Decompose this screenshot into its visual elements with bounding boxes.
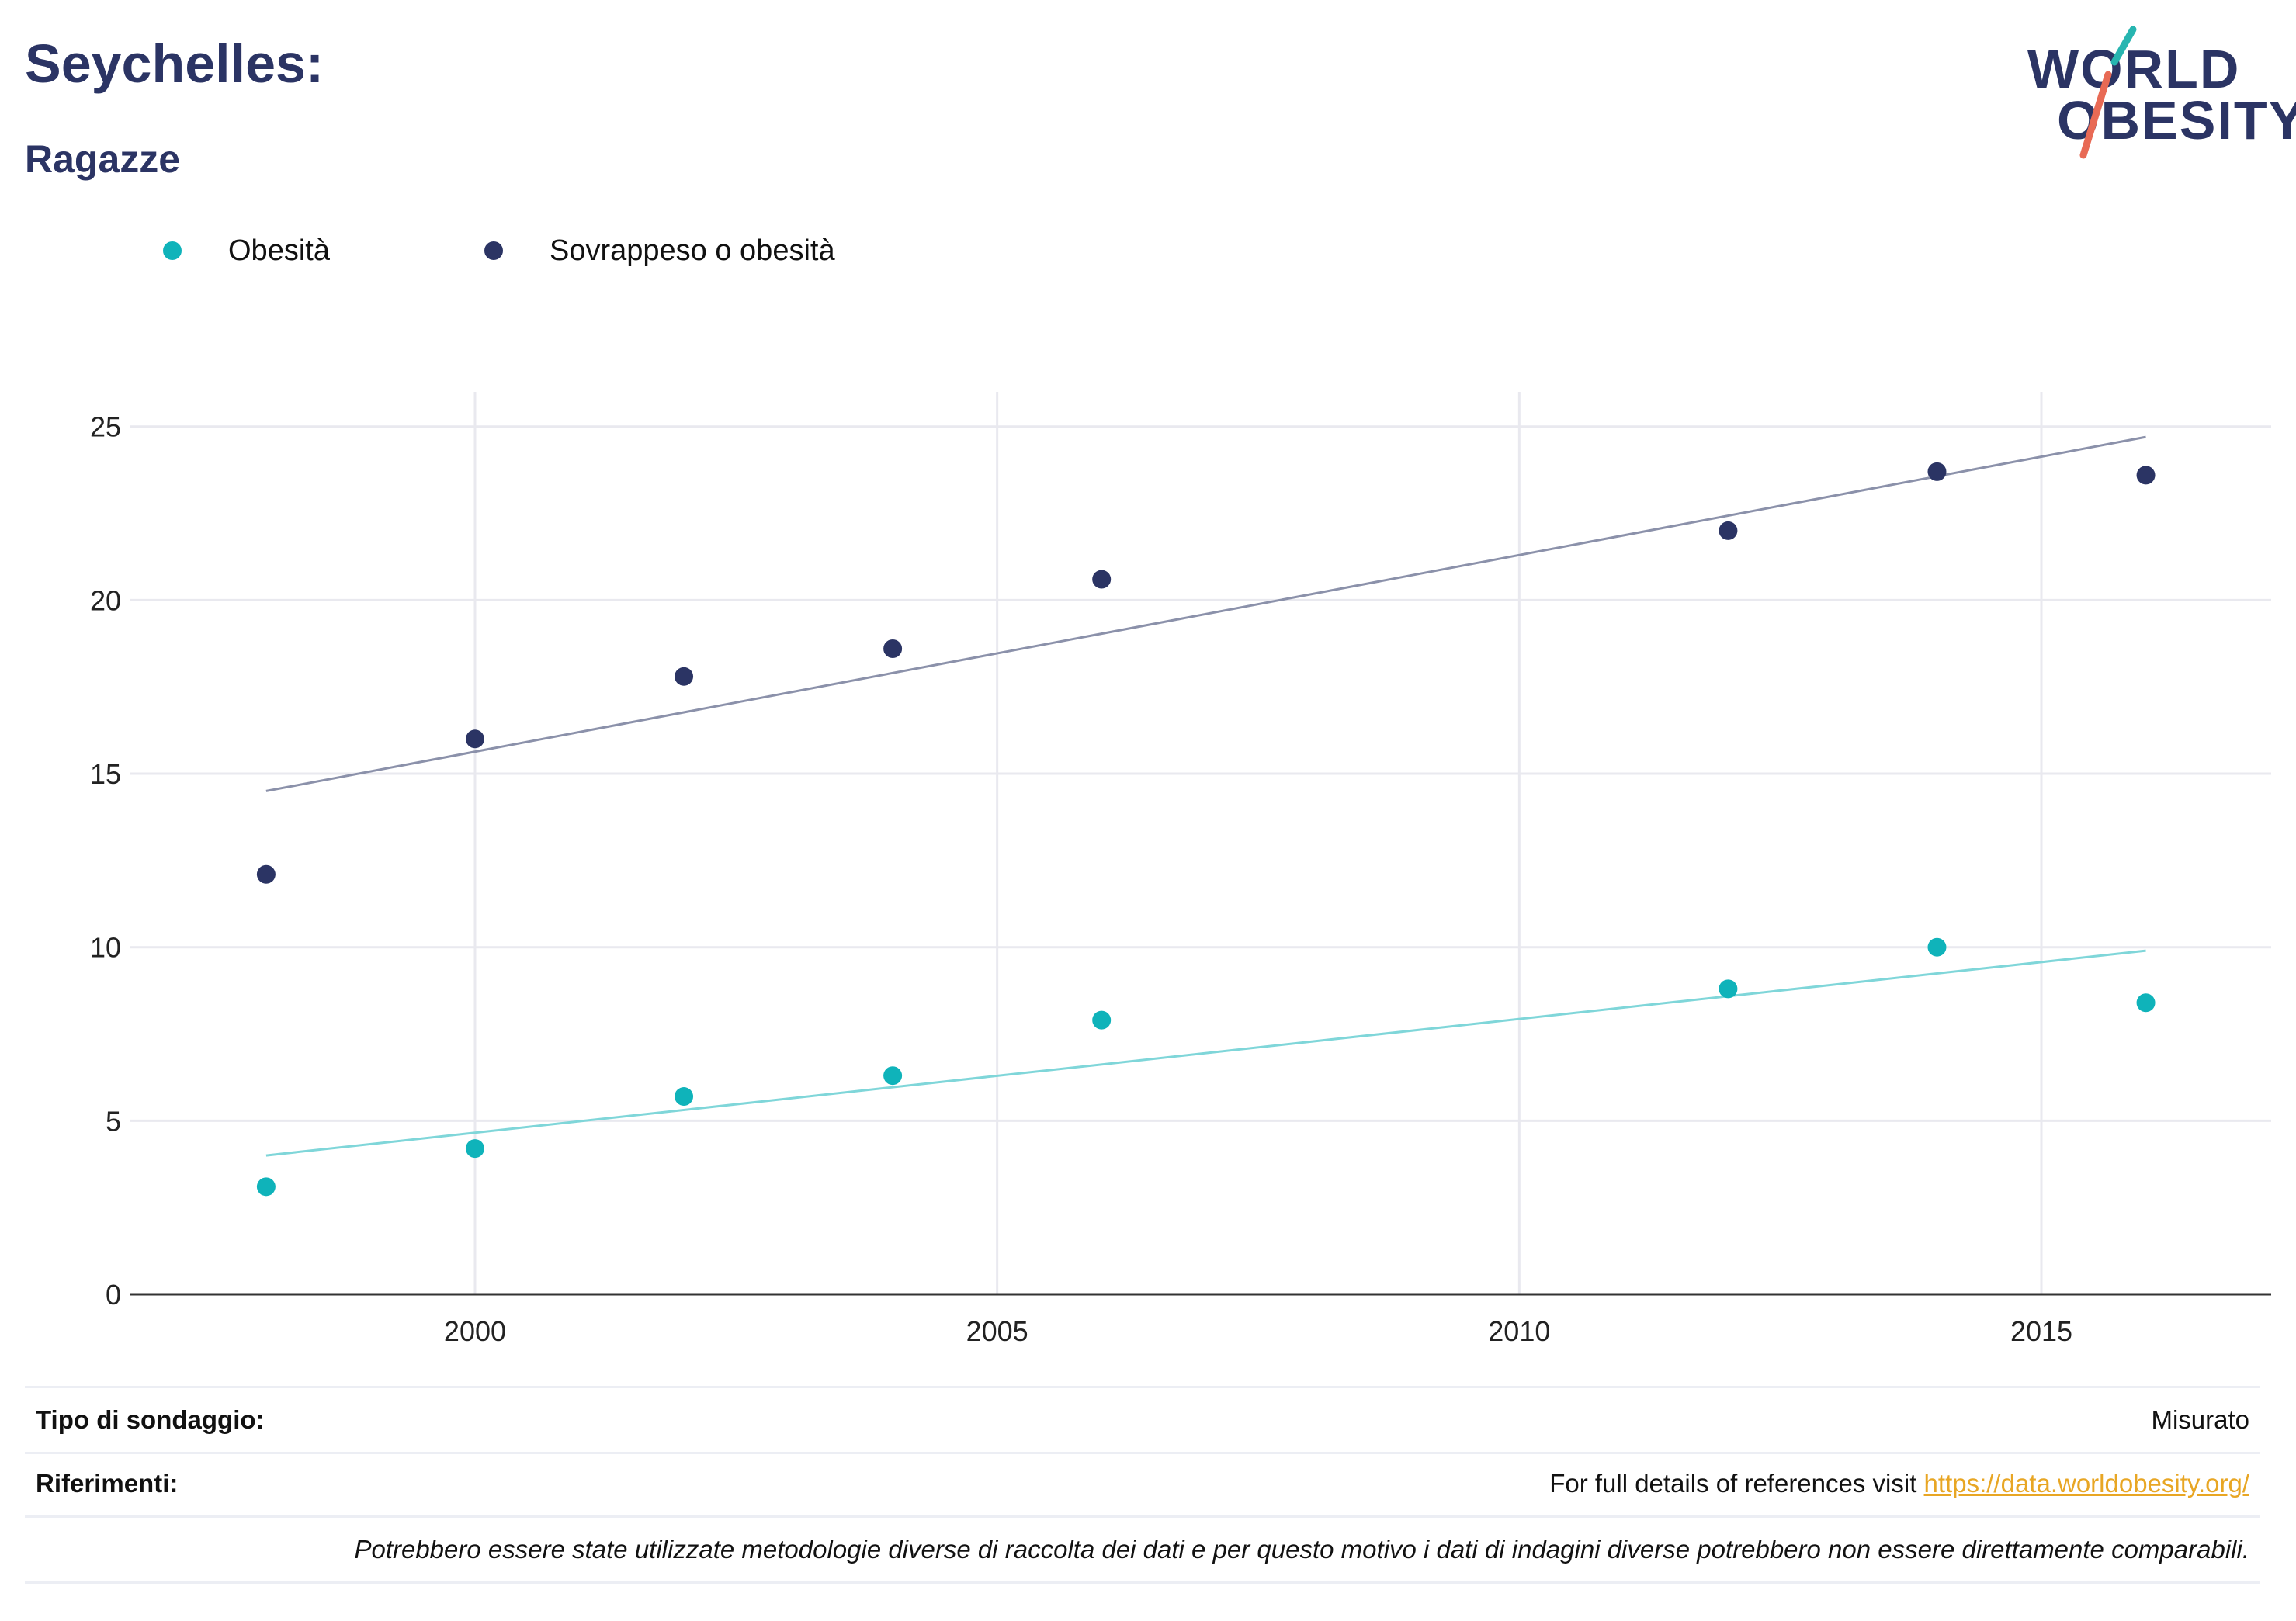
data-point xyxy=(675,667,694,686)
legend-marker-obesita xyxy=(163,241,182,260)
x-tick-label: 2005 xyxy=(966,1315,1028,1347)
trendline xyxy=(265,435,2146,792)
data-point xyxy=(465,1139,484,1159)
world-obesity-logo: WORLD OBESITY xyxy=(2018,22,2296,169)
references-link[interactable]: https://data.worldobesity.org/ xyxy=(1923,1469,2249,1498)
logo-text-line1: WORLD xyxy=(2027,39,2241,99)
methodology-note: Potrebbero essere state utilizzate metod… xyxy=(354,1535,2249,1564)
page-title: Seychelles: xyxy=(25,33,324,94)
data-point xyxy=(1719,521,1738,540)
survey-type-value: Misurato xyxy=(2151,1405,2249,1434)
page-subtitle: Ragazze xyxy=(25,137,181,181)
x-tick-label: 2010 xyxy=(1488,1315,1550,1347)
data-point xyxy=(256,864,276,884)
references-text: For full details of references visit xyxy=(1549,1469,1924,1498)
legend-item-sovrappeso[interactable]: Sovrappeso o obesità xyxy=(484,231,835,270)
data-point xyxy=(675,1087,694,1107)
data-point xyxy=(1927,937,1947,957)
logo-slash-icon xyxy=(2079,26,2137,159)
scatter-chart: 0 5 10 15 20 25 2000 2005 2010 2015 xyxy=(90,392,2271,1347)
trendline xyxy=(265,949,2146,1157)
y-tick-label: 20 xyxy=(90,584,121,616)
legend-label-sovrappeso: Sovrappeso o obesità xyxy=(550,234,835,267)
legend-item-obesita[interactable]: Obesità xyxy=(163,231,330,270)
data-point xyxy=(256,1177,276,1197)
x-tick-label: 2015 xyxy=(2010,1315,2072,1347)
data-point xyxy=(1927,462,1947,481)
data-point xyxy=(1092,570,1112,589)
y-tick-label: 15 xyxy=(90,758,121,790)
references-value: For full details of references visit htt… xyxy=(1549,1469,2249,1498)
references-row: Riferimenti: For full details of referen… xyxy=(25,1452,2260,1518)
data-point xyxy=(883,1066,903,1086)
methodology-note-row: Potrebbero essere state utilizzate metod… xyxy=(25,1518,2260,1584)
data-point xyxy=(465,729,484,749)
legend-marker-sovrappeso xyxy=(484,241,503,260)
y-tick-label: 0 xyxy=(106,1279,121,1311)
y-tick-label: 5 xyxy=(106,1105,121,1137)
data-point xyxy=(883,639,903,659)
legend-label-obesita: Obesità xyxy=(228,234,330,267)
y-tick-label: 10 xyxy=(90,932,121,964)
data-point xyxy=(2136,466,2156,485)
x-tick-label: 2000 xyxy=(444,1315,506,1347)
y-tick-label: 25 xyxy=(90,411,121,443)
survey-type-row: Tipo di sondaggio: Misurato xyxy=(25,1386,2260,1454)
data-point xyxy=(2136,993,2156,1013)
data-point xyxy=(1719,979,1738,999)
references-label: Riferimenti: xyxy=(36,1469,179,1498)
data-point xyxy=(1092,1010,1112,1030)
survey-type-label: Tipo di sondaggio: xyxy=(36,1405,265,1434)
